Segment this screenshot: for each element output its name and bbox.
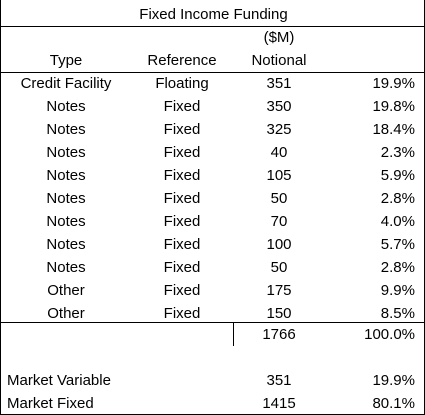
cell-reference: Floating (155, 75, 209, 92)
total-row: 1766 100.0% (1, 324, 425, 346)
cell-reference: Fixed (163, 98, 201, 115)
summary-notional: 351 (266, 372, 292, 389)
summary-percent: 80.1% (372, 395, 415, 412)
table-title: Fixed Income Funding (1, 4, 425, 27)
units-label: ($M) (263, 29, 295, 46)
cell-reference: Fixed (163, 167, 201, 184)
cell-percent: 9.9% (380, 282, 415, 299)
cell-notional: 351 (266, 75, 292, 92)
cell-type: Notes (46, 236, 86, 253)
cell-notional: 350 (266, 98, 292, 115)
cell-notional: 325 (266, 121, 292, 138)
summary-row: Market Fixed 1415 80.1% (1, 392, 425, 415)
cell-type: Notes (46, 213, 86, 230)
cell-reference: Fixed (163, 190, 201, 207)
cell-type: Notes (46, 121, 86, 138)
cell-percent: 19.9% (372, 75, 415, 92)
summary-percent: 19.9% (372, 372, 415, 389)
table-row: Credit Facility Floating 351 19.9% (1, 72, 425, 95)
cell-type: Other (47, 282, 85, 299)
cell-reference: Fixed (163, 121, 201, 138)
table-row: Notes Fixed 40 2.3% (1, 141, 425, 164)
cell-percent: 5.9% (380, 167, 415, 184)
units-header-row: ($M) (1, 27, 425, 49)
table-row: Notes Fixed 350 19.8% (1, 95, 425, 118)
cell-percent: 4.0% (380, 213, 415, 230)
summary-notional: 1415 (262, 395, 296, 412)
column-header-row: Type Reference Notional (1, 50, 425, 73)
table-row: Notes Fixed 100 5.7% (1, 233, 425, 256)
cell-notional: 105 (266, 167, 292, 184)
summary-section: Market Variable 351 19.9% Market Fixed 1415 8… (1, 369, 425, 415)
column-header-notional: Notional (251, 52, 307, 69)
cell-type: Notes (46, 144, 86, 161)
cell-percent: 18.4% (372, 121, 415, 138)
cell-percent: 5.7% (380, 236, 415, 253)
cell-notional: 175 (266, 282, 292, 299)
total-notional: 1766 (262, 326, 296, 343)
table-row: Notes Fixed 105 5.9% (1, 164, 425, 187)
cell-reference: Fixed (163, 305, 201, 322)
total-percent: 100.0% (364, 326, 415, 343)
cell-notional: 50 (270, 190, 288, 207)
cell-reference: Fixed (163, 282, 201, 299)
cell-reference: Fixed (163, 213, 201, 230)
table-body: Credit Facility Floating 351 19.9% Notes Fixe… (1, 72, 425, 325)
cell-notional: 100 (266, 236, 292, 253)
cell-reference: Fixed (163, 144, 201, 161)
table-row: Notes Fixed 50 2.8% (1, 256, 425, 279)
cell-percent: 2.8% (380, 259, 415, 276)
summary-label: Market Fixed (7, 395, 94, 412)
table-row: Notes Fixed 70 4.0% (1, 210, 425, 233)
cell-reference: Fixed (163, 236, 201, 253)
cell-type: Notes (46, 259, 86, 276)
cell-reference: Fixed (163, 259, 201, 276)
total-divider (233, 322, 234, 346)
cell-type: Other (47, 305, 85, 322)
table-row: Other Fixed 150 8.5% (1, 302, 425, 325)
cell-percent: 8.5% (380, 305, 415, 322)
total-rule (1, 322, 425, 323)
column-header-type: Type (49, 52, 83, 69)
table-row: Notes Fixed 325 18.4% (1, 118, 425, 141)
cell-type: Notes (46, 190, 86, 207)
cell-type: Notes (46, 167, 86, 184)
cell-type: Notes (46, 98, 86, 115)
summary-row: Market Variable 351 19.9% (1, 369, 425, 392)
cell-percent: 2.3% (380, 144, 415, 161)
table-row: Other Fixed 175 9.9% (1, 279, 425, 302)
cell-notional: 50 (270, 259, 288, 276)
summary-label: Market Variable (7, 372, 111, 389)
cell-percent: 2.8% (380, 190, 415, 207)
cell-notional: 40 (270, 144, 288, 161)
cell-notional: 150 (266, 305, 292, 322)
cell-type: Credit Facility (20, 75, 112, 92)
column-header-reference: Reference (147, 52, 217, 69)
cell-notional: 70 (270, 213, 288, 230)
cell-percent: 19.8% (372, 98, 415, 115)
table-row: Notes Fixed 50 2.8% (1, 187, 425, 210)
